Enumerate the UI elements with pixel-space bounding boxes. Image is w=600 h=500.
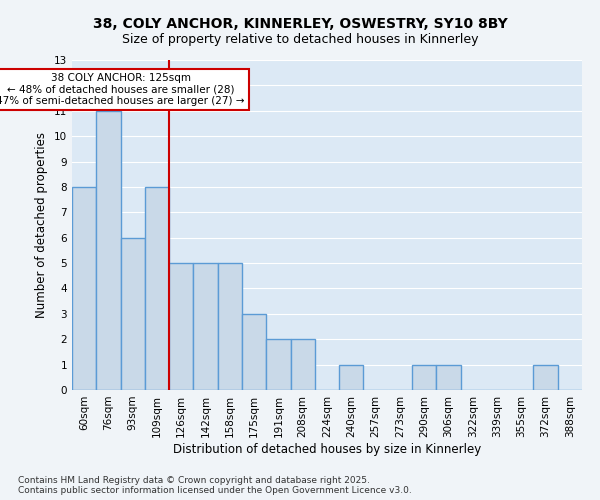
Bar bbox=[121, 238, 145, 390]
Bar bbox=[533, 364, 558, 390]
Bar bbox=[169, 263, 193, 390]
Bar bbox=[266, 339, 290, 390]
Bar bbox=[290, 339, 315, 390]
Text: 38 COLY ANCHOR: 125sqm
← 48% of detached houses are smaller (28)
47% of semi-det: 38 COLY ANCHOR: 125sqm ← 48% of detached… bbox=[0, 72, 245, 106]
Bar bbox=[436, 364, 461, 390]
Bar bbox=[145, 187, 169, 390]
Bar bbox=[193, 263, 218, 390]
Text: Contains HM Land Registry data © Crown copyright and database right 2025.
Contai: Contains HM Land Registry data © Crown c… bbox=[18, 476, 412, 495]
Text: 38, COLY ANCHOR, KINNERLEY, OSWESTRY, SY10 8BY: 38, COLY ANCHOR, KINNERLEY, OSWESTRY, SY… bbox=[92, 18, 508, 32]
Bar bbox=[339, 364, 364, 390]
Y-axis label: Number of detached properties: Number of detached properties bbox=[35, 132, 49, 318]
Bar bbox=[218, 263, 242, 390]
Bar bbox=[412, 364, 436, 390]
X-axis label: Distribution of detached houses by size in Kinnerley: Distribution of detached houses by size … bbox=[173, 442, 481, 456]
Bar bbox=[72, 187, 96, 390]
Text: Size of property relative to detached houses in Kinnerley: Size of property relative to detached ho… bbox=[122, 32, 478, 46]
Bar bbox=[242, 314, 266, 390]
Bar bbox=[96, 111, 121, 390]
